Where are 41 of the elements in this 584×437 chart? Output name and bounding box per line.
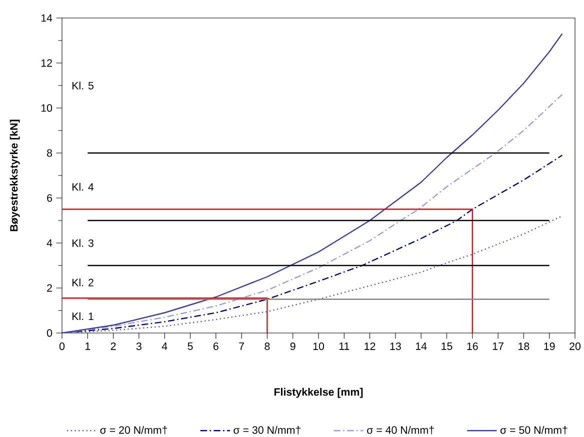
x-tick-label: 19 [544,342,555,350]
x-tick-label: 14 [416,342,427,350]
line-series [62,33,563,333]
x-tick-label: 13 [390,342,401,350]
y-tick-label: 4 [46,239,52,247]
x-tick-label: 18 [518,342,530,350]
legend-label: σ = 50 N/mm† [500,426,568,434]
x-tick-label: 9 [290,342,296,350]
annotation: Kl. 5 [72,82,94,90]
x-tick-label: 7 [239,342,244,350]
x-tick-label: 6 [213,342,218,350]
x-tick-label: 4 [162,342,168,350]
y-tick-label: 8 [47,149,52,157]
x-tick-label: 1 [86,342,90,350]
x-tick-label: 11 [339,342,350,350]
x-tick-label: 20 [570,342,581,350]
y-tick-label: 10 [41,104,52,112]
x-tick-label: 12 [364,342,376,350]
x-tick-label: 10 [313,342,324,350]
legend-label: σ = 40 N/mm† [367,426,434,434]
x-tick-label: 3 [136,342,142,350]
y-axis-title: Bøyestrekkstyrke [kN] [10,120,20,232]
annotation: Kl. 3 [72,239,94,247]
y-tick-label: 2 [47,284,52,292]
x-tick-label: 2 [110,342,116,350]
x-tick-label: 5 [188,342,193,350]
y-tick-label: 6 [47,194,52,202]
annotation: Kl. 2 [72,278,94,286]
y-tick-label: 0 [46,329,52,337]
x-tick-label: 0 [59,342,65,350]
annotation: Kl. 1 [72,312,94,320]
x-tick-label: 8 [264,342,270,350]
x-axis-title: Flistykkelse [mm] [274,388,363,398]
legend-label: σ = 30 N/mm† [234,426,300,434]
y-tick-label: 14 [41,14,52,22]
x-tick-label: 17 [492,342,504,350]
x-tick-label: 16 [467,342,478,350]
annotation: Kl. 4 [72,182,94,191]
legend-label: σ = 20 N/mm† [100,426,168,434]
x-tick-label: 15 [442,342,452,350]
y-tick-label: 12 [41,59,52,67]
